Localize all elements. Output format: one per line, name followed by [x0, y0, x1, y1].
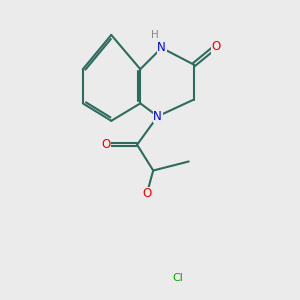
Text: H: H: [151, 30, 159, 40]
Text: O: O: [142, 187, 152, 200]
Text: O: O: [211, 40, 220, 53]
Text: N: N: [157, 41, 166, 54]
Text: Cl: Cl: [172, 273, 183, 283]
Text: O: O: [101, 138, 111, 151]
Text: N: N: [153, 110, 162, 123]
